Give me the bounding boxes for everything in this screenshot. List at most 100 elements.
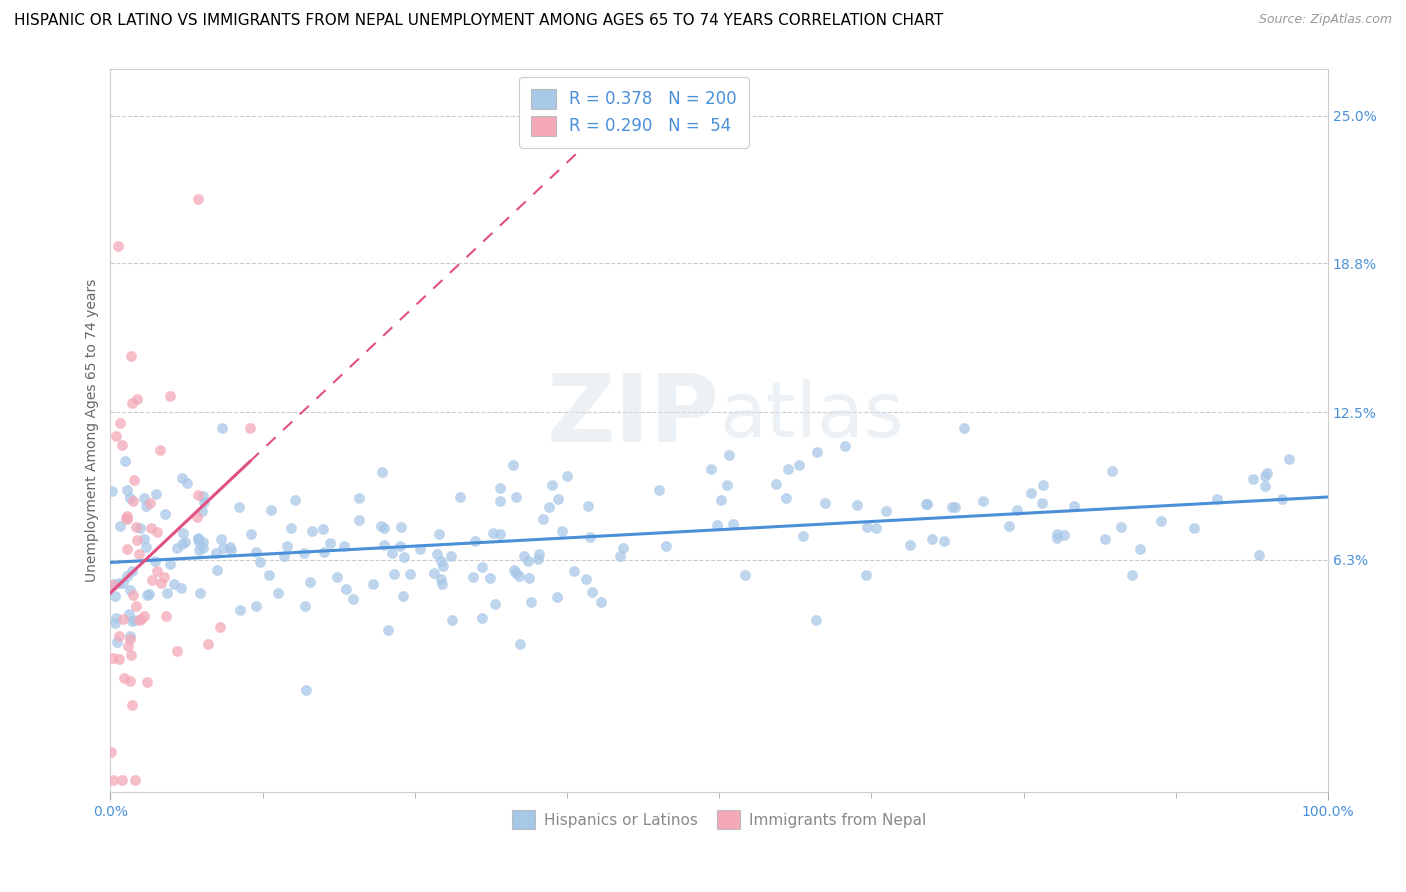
Point [118, 674, 141, 689]
Point [489, 526, 512, 541]
Point [380, 546, 402, 560]
Point [430, 572, 453, 586]
Point [136, 675, 159, 690]
Point [122, 493, 145, 508]
Point [115, 511, 138, 525]
Point [101, 773, 124, 788]
Point [409, 541, 432, 556]
Point [557, 469, 579, 483]
Point [488, 481, 510, 495]
Point [531, 512, 554, 526]
Point [547, 491, 569, 506]
Point [392, 550, 415, 565]
Point [115, 541, 138, 556]
Point [117, 639, 139, 653]
Point [932, 534, 955, 549]
Point [377, 623, 399, 637]
Point [173, 535, 195, 549]
Point [482, 525, 505, 540]
Point [128, 613, 150, 627]
Point [208, 620, 231, 634]
Point [118, 582, 141, 597]
Point [121, 349, 143, 363]
Point [101, 650, 124, 665]
Point [389, 539, 412, 553]
Point [1046, 531, 1069, 545]
Text: HISPANIC OR LATINO VS IMMIGRANTS FROM NEPAL UNEMPLOYMENT AMONG AGES 65 TO 74 YEA: HISPANIC OR LATINO VS IMMIGRANTS FROM NE… [14, 13, 943, 29]
Point [117, 508, 139, 523]
Point [1271, 491, 1294, 506]
Point [589, 594, 612, 608]
Point [128, 520, 150, 534]
Point [855, 568, 877, 582]
Point [734, 567, 756, 582]
Point [464, 534, 486, 549]
Point [430, 554, 453, 568]
Point [125, 520, 148, 534]
Point [135, 500, 157, 514]
Point [806, 445, 828, 459]
Point [562, 565, 585, 579]
Point [1150, 514, 1173, 528]
Point [538, 500, 561, 514]
Point [551, 524, 574, 538]
Point [1249, 548, 1271, 562]
Point [471, 559, 494, 574]
Point [114, 454, 136, 468]
Point [155, 608, 177, 623]
Point [190, 504, 212, 518]
Point [211, 541, 233, 556]
Point [479, 571, 502, 585]
Point [125, 599, 148, 613]
Point [382, 567, 405, 582]
Point [516, 554, 538, 568]
Point [423, 566, 446, 581]
Point [120, 648, 142, 662]
Point [997, 519, 1019, 533]
Point [121, 565, 143, 579]
Point [159, 389, 181, 403]
Point [373, 521, 395, 535]
Point [342, 592, 364, 607]
Point [104, 429, 127, 443]
Point [461, 569, 484, 583]
Point [718, 449, 741, 463]
Point [135, 588, 157, 602]
Point [170, 470, 193, 484]
Point [205, 546, 228, 560]
Point [612, 541, 634, 555]
Point [245, 599, 267, 614]
Point [187, 192, 209, 206]
Point [792, 528, 814, 542]
Point [122, 473, 145, 487]
Point [655, 539, 678, 553]
Point [716, 478, 738, 492]
Point [121, 588, 143, 602]
Point [193, 494, 215, 508]
Legend: Hispanics or Latinos, Immigrants from Nepal: Hispanics or Latinos, Immigrants from Ne… [506, 804, 932, 835]
Point [609, 549, 631, 563]
Point [104, 616, 127, 631]
Point [294, 599, 316, 613]
Point [141, 573, 163, 587]
Point [191, 534, 214, 549]
Point [1094, 532, 1116, 546]
Point [1007, 502, 1029, 516]
Point [117, 607, 139, 621]
Point [284, 492, 307, 507]
Point [775, 491, 797, 506]
Point [721, 516, 744, 531]
Point [432, 558, 454, 573]
Point [921, 532, 943, 546]
Point [1205, 491, 1227, 506]
Point [432, 576, 454, 591]
Point [103, 577, 125, 591]
Point [579, 530, 602, 544]
Point [145, 486, 167, 500]
Point [517, 571, 540, 585]
Point [146, 565, 169, 579]
Point [710, 492, 733, 507]
Point [326, 569, 349, 583]
Point [146, 524, 169, 539]
Point [124, 773, 146, 788]
